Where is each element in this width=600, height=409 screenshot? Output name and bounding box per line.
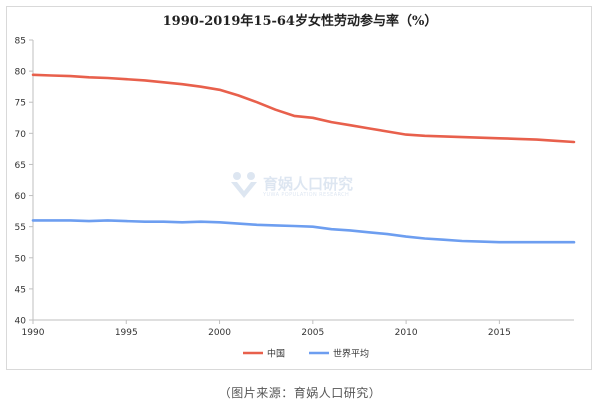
data-point — [32, 219, 34, 221]
data-point — [424, 135, 426, 137]
data-point — [237, 223, 239, 225]
data-point — [219, 89, 221, 91]
data-point — [32, 74, 34, 76]
data-point — [312, 117, 314, 119]
image-caption: （图片来源：育娲人口研究） — [218, 386, 382, 400]
data-point — [368, 127, 370, 129]
data-point — [330, 228, 333, 230]
x-tick-label: 2000 — [208, 328, 231, 338]
x-tick-label: 1995 — [115, 328, 138, 338]
data-point — [163, 81, 165, 83]
legend: 中国 世界平均 — [243, 348, 369, 360]
y-tick-label: 55 — [15, 223, 26, 233]
x-tick-label: 2015 — [488, 328, 511, 338]
data-point — [536, 139, 538, 141]
chart-frame — [6, 6, 592, 370]
series-line-2 — [31, 219, 576, 244]
data-point — [386, 130, 388, 133]
x-tick-label: 1990 — [22, 328, 45, 338]
data-point — [200, 221, 202, 223]
data-point — [424, 237, 426, 240]
y-tick-label: 85 — [15, 37, 26, 47]
data-point — [536, 241, 538, 243]
data-point — [573, 241, 575, 243]
data-point — [573, 141, 575, 143]
y-tick-label: 40 — [15, 317, 27, 327]
data-point — [517, 241, 519, 243]
data-point — [274, 109, 277, 111]
data-point — [181, 83, 183, 85]
axes: 40 45 50 55 60 65 70 75 80 85 1990 1995 2000 2005 2010… — [15, 37, 574, 338]
data-point — [405, 236, 407, 238]
data-point — [330, 121, 333, 123]
data-point — [442, 135, 444, 137]
y-tick-label: 45 — [15, 285, 26, 295]
data-point — [554, 241, 556, 243]
data-point — [517, 138, 519, 140]
data-point — [293, 115, 295, 117]
data-point — [107, 219, 109, 221]
chart-title: 1990-2019年15-64岁女性劳动参与率（%） — [162, 14, 438, 29]
data-point — [107, 77, 109, 79]
data-point — [125, 78, 127, 80]
data-point — [181, 221, 183, 223]
data-point — [256, 101, 258, 103]
data-point — [219, 221, 221, 223]
data-point — [256, 224, 258, 226]
data-point — [480, 241, 482, 243]
data-point — [442, 239, 444, 241]
y-tick-label: 75 — [15, 99, 26, 109]
data-point — [144, 79, 146, 81]
data-point — [368, 231, 370, 233]
data-point — [51, 74, 53, 77]
data-point — [554, 140, 556, 142]
data-point — [498, 241, 500, 243]
x-tick-label: 2010 — [395, 328, 418, 338]
data-point — [125, 220, 127, 222]
series-line-1 — [31, 73, 576, 144]
data-point — [480, 137, 482, 139]
data-point — [293, 225, 295, 227]
x-tick-label: 2005 — [301, 328, 324, 338]
data-point — [88, 220, 90, 222]
data-point — [498, 137, 500, 139]
series-lines — [31, 73, 576, 244]
data-point — [144, 221, 146, 223]
data-point — [274, 224, 277, 226]
data-point — [69, 75, 71, 77]
y-tick-label: 70 — [15, 130, 27, 140]
data-point — [405, 134, 407, 136]
data-point — [349, 229, 351, 231]
legend-label-1: 中国 — [267, 348, 285, 360]
y-tick-label: 80 — [15, 68, 27, 78]
data-point — [461, 136, 463, 138]
data-point — [200, 86, 202, 88]
data-point — [51, 219, 53, 221]
data-point — [349, 124, 351, 126]
data-point — [69, 219, 71, 221]
y-tick-label: 60 — [15, 192, 27, 202]
y-tick-label: 50 — [15, 254, 27, 264]
y-tick-label: 65 — [15, 161, 26, 171]
data-point — [386, 233, 388, 235]
data-point — [461, 240, 463, 242]
data-point — [312, 226, 314, 228]
legend-label-2: 世界平均 — [333, 348, 369, 360]
data-point — [237, 94, 239, 96]
data-point — [88, 76, 90, 78]
data-point — [163, 221, 165, 223]
